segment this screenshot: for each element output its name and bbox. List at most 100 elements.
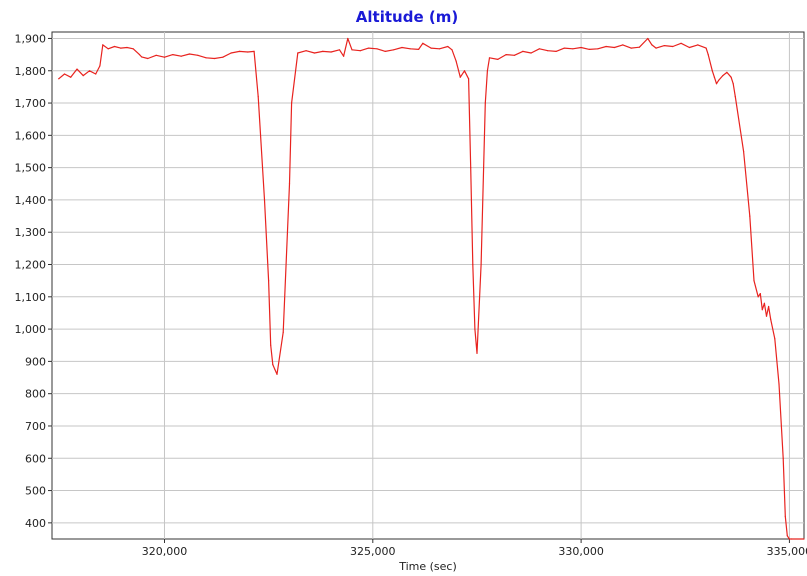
data-point: [522, 50, 524, 53]
y-tick-label: 1,900: [15, 32, 47, 45]
data-point: [613, 46, 616, 49]
data-point: [647, 37, 649, 40]
data-point: [276, 373, 278, 375]
data-point: [238, 50, 241, 53]
data-point: [734, 96, 736, 98]
data-point: [82, 75, 84, 77]
data-point: [368, 47, 370, 49]
data-point: [697, 44, 699, 46]
data-point: [788, 538, 791, 540]
data-point: [205, 57, 207, 59]
data-point: [476, 352, 478, 354]
data-point: [126, 46, 128, 49]
data-point: [141, 56, 143, 58]
data-point: [155, 54, 157, 56]
data-point: [376, 48, 378, 50]
y-tick-label: 700: [25, 420, 46, 433]
data-point: [655, 47, 657, 49]
data-point: [474, 328, 476, 330]
plot-area: [51, 31, 805, 540]
data-point: [58, 78, 60, 80]
data-point: [538, 48, 541, 50]
data-point: [230, 52, 232, 54]
y-tick-label: 1,200: [15, 259, 47, 272]
data-point: [743, 150, 745, 153]
series-layer: [58, 37, 805, 540]
y-tick-label: 1,800: [15, 65, 47, 78]
data-point: [409, 48, 411, 50]
data-point: [580, 46, 582, 49]
data-point: [272, 364, 274, 366]
data-point: [180, 55, 182, 57]
data-point: [711, 70, 713, 72]
data-point: [707, 54, 709, 56]
data-point: [470, 167, 472, 169]
data-point: [322, 50, 324, 53]
data-point: [297, 52, 299, 54]
data-point: [76, 68, 78, 70]
data-point: [588, 48, 591, 51]
data-point: [513, 54, 516, 56]
data-point: [563, 47, 566, 49]
data-point: [757, 296, 759, 298]
y-tick-label: 1,000: [15, 323, 47, 336]
data-point: [247, 51, 249, 53]
data-point: [88, 70, 91, 72]
data-point: [359, 50, 361, 52]
data-point: [713, 76, 716, 78]
data-point: [197, 54, 199, 56]
data-point: [222, 56, 224, 58]
data-point: [63, 73, 66, 75]
data-point: [688, 46, 691, 49]
data-point: [663, 45, 666, 47]
gridlines: [52, 32, 804, 539]
data-point: [765, 315, 768, 317]
data-point: [505, 54, 507, 56]
data-point: [430, 47, 432, 49]
data-point: [188, 53, 191, 55]
data-point: [488, 57, 491, 59]
y-tick-label: 1,700: [15, 97, 47, 110]
y-tick-label: 1,300: [15, 226, 47, 239]
data-point: [282, 331, 284, 333]
data-point: [726, 71, 728, 73]
x-tick-label: 330,000: [558, 545, 604, 558]
data-point: [597, 48, 599, 50]
data-point: [761, 309, 763, 311]
data-point: [257, 96, 259, 98]
data-point: [722, 75, 724, 77]
data-point: [547, 50, 549, 52]
x-tick-label: 335,000: [767, 545, 807, 558]
data-point: [401, 46, 403, 49]
data-point: [351, 49, 353, 51]
data-point: [95, 73, 97, 75]
data-point: [70, 76, 72, 78]
chart-title: Altitude (m): [356, 8, 458, 26]
x-axis-label: Time (sec): [398, 560, 457, 573]
data-point: [422, 42, 424, 44]
y-tick-label: 600: [25, 452, 46, 465]
x-tick-label: 320,000: [142, 545, 188, 558]
data-point: [447, 45, 449, 48]
data-point: [288, 183, 291, 185]
data-point: [472, 263, 474, 266]
data-point: [484, 102, 486, 104]
data-point: [730, 76, 732, 78]
data-point: [753, 280, 755, 282]
data-point: [622, 44, 624, 46]
x-tick-label: 325,000: [350, 545, 396, 558]
data-point: [770, 318, 772, 320]
data-point: [718, 79, 720, 81]
data-point: [99, 65, 101, 67]
data-point: [497, 58, 499, 61]
data-point: [705, 47, 707, 49]
y-tick-label: 400: [25, 517, 46, 530]
data-point: [263, 199, 266, 201]
data-point: [630, 47, 632, 49]
y-tick-label: 500: [25, 485, 46, 498]
data-point: [138, 54, 141, 56]
y-tick-label: 1,500: [15, 162, 47, 175]
data-point: [572, 48, 574, 50]
data-point: [418, 48, 420, 51]
